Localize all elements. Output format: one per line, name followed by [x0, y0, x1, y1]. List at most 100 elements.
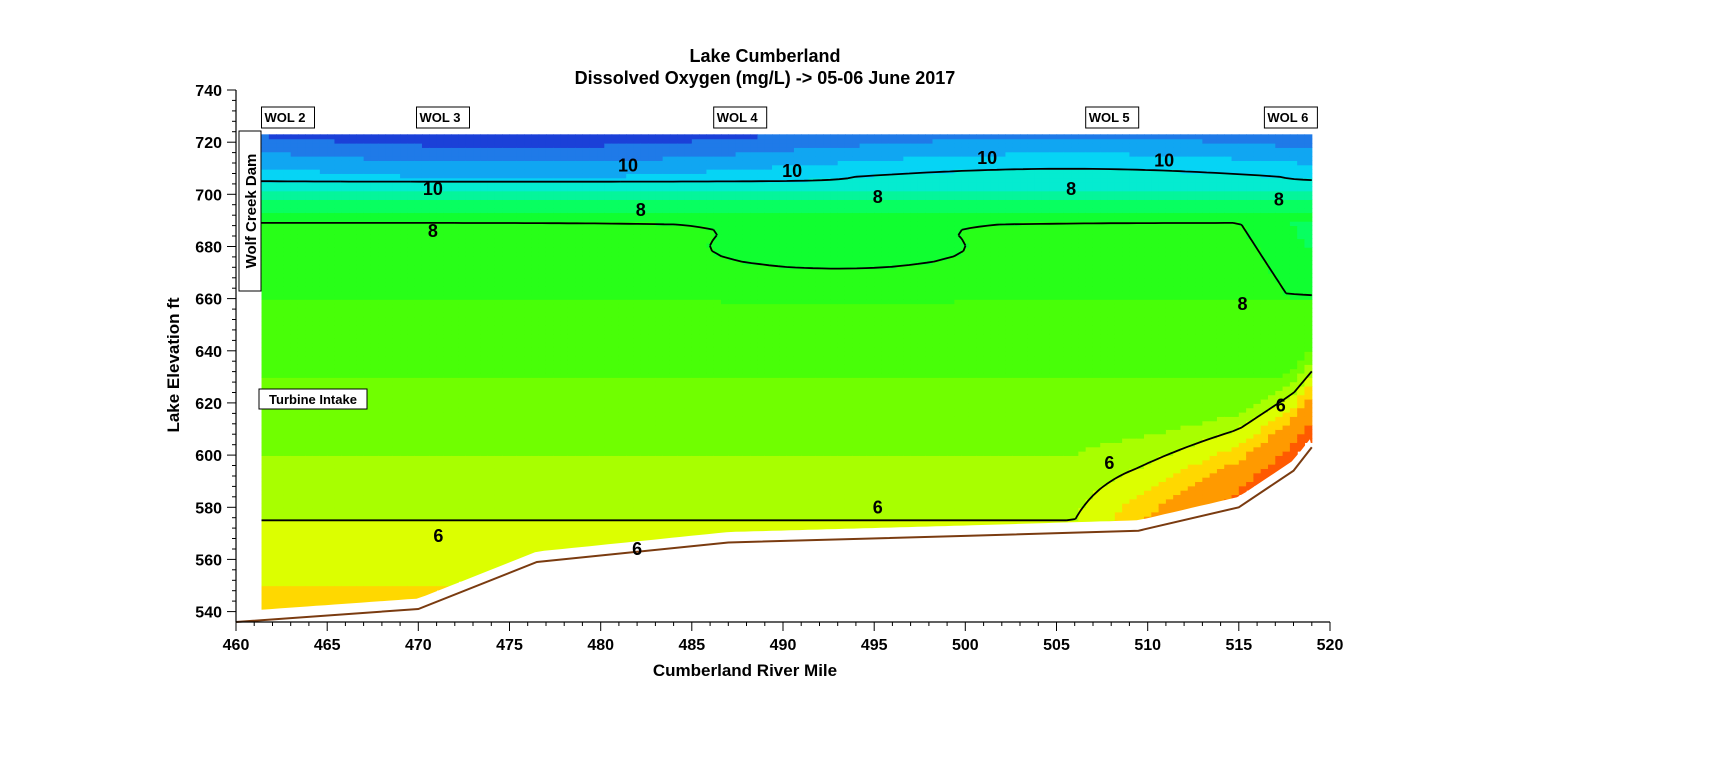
contour-cell — [407, 160, 416, 166]
contour-cell — [560, 294, 569, 300]
contour-cell — [429, 316, 438, 322]
contour-cell — [356, 294, 365, 300]
contour-cell — [297, 498, 306, 504]
contour-cell — [290, 381, 299, 387]
contour-cell — [363, 550, 372, 556]
contour-cell — [283, 451, 292, 456]
contour-cell — [276, 572, 284, 578]
contour-cell — [334, 156, 343, 161]
contour-cell — [327, 299, 336, 305]
contour-cell — [465, 524, 474, 530]
contour-cell — [553, 199, 562, 205]
contour-cell — [385, 273, 394, 279]
contour-cell — [319, 359, 328, 365]
contour-cell — [443, 568, 452, 574]
contour-cell — [494, 533, 503, 539]
contour-cell — [414, 242, 423, 248]
contour-cell — [290, 503, 299, 509]
contour-cell — [509, 143, 518, 148]
contour-cell — [494, 420, 503, 426]
contour-cell — [421, 208, 430, 214]
contour-cell — [400, 229, 408, 235]
contour-cell — [524, 351, 532, 357]
contour-cell — [480, 143, 489, 148]
contour-cell — [341, 464, 350, 469]
contour-cell — [276, 576, 284, 582]
contour-cell — [531, 251, 540, 257]
contour-cell — [276, 182, 284, 187]
contour-cell — [421, 346, 430, 352]
contour-cell — [392, 273, 401, 279]
contour-cell — [283, 542, 292, 548]
contour-cell — [436, 195, 445, 201]
contour-cell — [334, 511, 343, 517]
contour-cell — [421, 260, 430, 266]
contour-cell — [349, 438, 357, 443]
contour-cell — [268, 177, 277, 183]
contour-cell — [465, 216, 474, 222]
contour-cell — [283, 520, 292, 526]
contour-cell — [494, 477, 503, 483]
contour-cell — [524, 169, 532, 174]
contour-cell — [261, 438, 270, 443]
contour-cell — [480, 316, 489, 322]
contour-cell — [465, 277, 474, 283]
contour-cell — [567, 247, 576, 253]
contour-cell — [575, 503, 584, 509]
contour-cell — [538, 416, 547, 422]
contour-cell — [421, 234, 430, 240]
contour-cell — [378, 511, 387, 517]
contour-cell — [370, 524, 379, 530]
contour-cell — [509, 238, 518, 244]
contour-cell — [297, 307, 306, 313]
contour-cell — [473, 338, 481, 344]
contour-cell — [370, 403, 379, 409]
contour-cell — [305, 359, 314, 365]
contour-cell — [334, 516, 343, 522]
contour-cell — [451, 477, 460, 483]
contour-cell — [312, 494, 321, 500]
contour-cell — [560, 216, 569, 222]
contour-cell — [480, 412, 489, 417]
contour-cell — [392, 186, 401, 192]
contour-cell — [502, 242, 511, 248]
contour-cell — [283, 563, 292, 569]
contour-cell — [487, 507, 496, 513]
contour-cell — [524, 524, 532, 530]
contour-cell — [560, 524, 569, 530]
contour-cell — [458, 338, 467, 344]
contour-cell — [524, 325, 532, 331]
contour-cell — [473, 481, 481, 487]
contour-cell — [378, 169, 387, 174]
contour-cell — [567, 229, 576, 235]
contour-cell — [356, 351, 365, 357]
contour-cell — [516, 472, 525, 478]
contour-cell — [327, 594, 336, 600]
contour-cell — [290, 260, 299, 266]
contour-cell — [305, 381, 314, 387]
contour-cell — [392, 559, 401, 565]
contour-cell — [436, 290, 445, 296]
contour-cell — [334, 281, 343, 287]
contour-cell — [407, 537, 416, 543]
contour-cell — [276, 498, 284, 504]
contour-cell — [312, 455, 321, 461]
contour-cell — [421, 581, 430, 587]
contour-cell — [443, 199, 452, 205]
contour-cell — [553, 307, 562, 313]
contour-cell — [341, 455, 350, 461]
contour-cell — [276, 355, 284, 361]
contour-cell — [356, 494, 365, 500]
contour-cell — [538, 199, 547, 205]
contour-cell — [334, 368, 343, 374]
contour-cell — [290, 546, 299, 552]
contour-cell — [458, 329, 467, 335]
contour-cell — [414, 216, 423, 222]
contour-cell — [407, 169, 416, 174]
contour-cell — [356, 203, 365, 209]
contour-cell — [458, 364, 467, 370]
contour-cell — [385, 182, 394, 187]
contour-cell — [502, 307, 511, 313]
contour-cell — [458, 425, 467, 430]
contour-cell — [312, 589, 321, 595]
